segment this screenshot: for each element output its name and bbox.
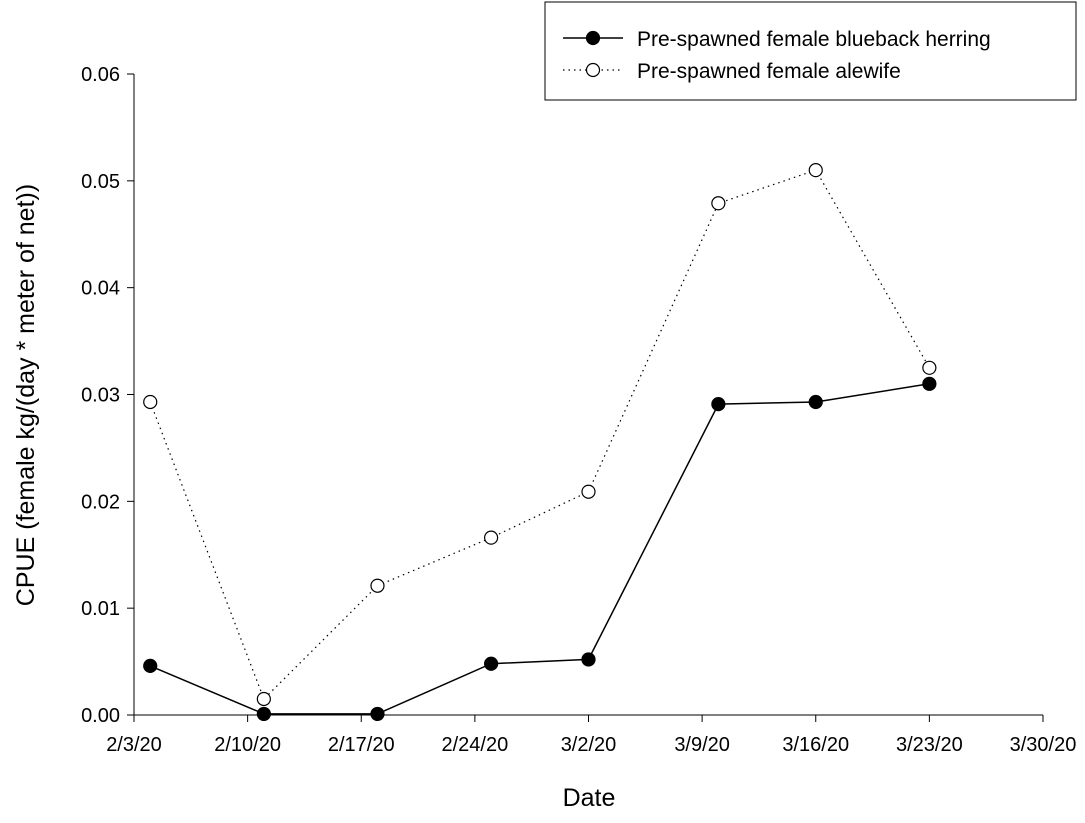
y-tick-label: 0.04 [81,278,120,300]
y-tick-label: 0.01 [81,598,120,620]
legend-label-blueback: Pre-spawned female blueback herring [637,28,991,51]
series-layer [143,163,937,722]
data-point [711,196,726,211]
y-ticks: 0.00 0.01 0.02 0.03 0.04 0.05 0.06 [81,64,134,727]
data-point [143,658,158,673]
data-point [370,706,385,722]
data-point [484,530,499,545]
x-tick-label: 2/24/20 [442,734,509,756]
series-line-1 [149,169,930,701]
x-tick-label: 3/23/20 [896,734,963,756]
data-point [808,163,823,178]
data-point [256,691,271,707]
data-point [922,360,937,375]
data-point [922,376,937,391]
data-point [808,394,823,410]
data-point [581,484,596,499]
y-tick-label: 0.03 [81,385,120,407]
legend: Pre-spawned female blueback herring Pre-… [544,1,1077,101]
x-tick-label: 3/30/20 [1010,734,1077,756]
legend-box [544,1,1077,101]
y-tick-label: 0.06 [81,64,120,86]
x-ticks: 2/3/20 2/10/20 2/17/20 2/24/20 3/2/20 3/9/20 3… [106,715,1076,756]
x-tick-label: 3/9/20 [674,734,730,756]
data-point [143,394,158,410]
legend-label-alewife: Pre-spawned female alewife [637,60,901,83]
data-point [711,397,726,412]
axes [133,74,1043,716]
y-axis-title: CPUE (female kg/(day * meter of net)) [12,184,40,606]
y-tick-label: 0.00 [81,705,120,727]
x-tick-label: 3/2/20 [561,734,617,756]
data-point [256,706,271,722]
x-tick-label: 2/17/20 [328,734,395,756]
x-tick-label: 2/10/20 [214,734,281,756]
y-tick-label: 0.02 [81,491,120,513]
data-point [581,652,596,667]
x-tick-label: 3/16/20 [782,734,849,756]
data-point [484,656,499,671]
series-line-0 [149,383,930,715]
x-tick-label: 2/3/20 [106,734,162,756]
data-point [370,578,385,593]
y-tick-label: 0.05 [81,171,120,193]
x-axis-title: Date [563,784,616,812]
legend-marker-alewife [585,62,601,78]
legend-marker-blueback [585,30,601,46]
